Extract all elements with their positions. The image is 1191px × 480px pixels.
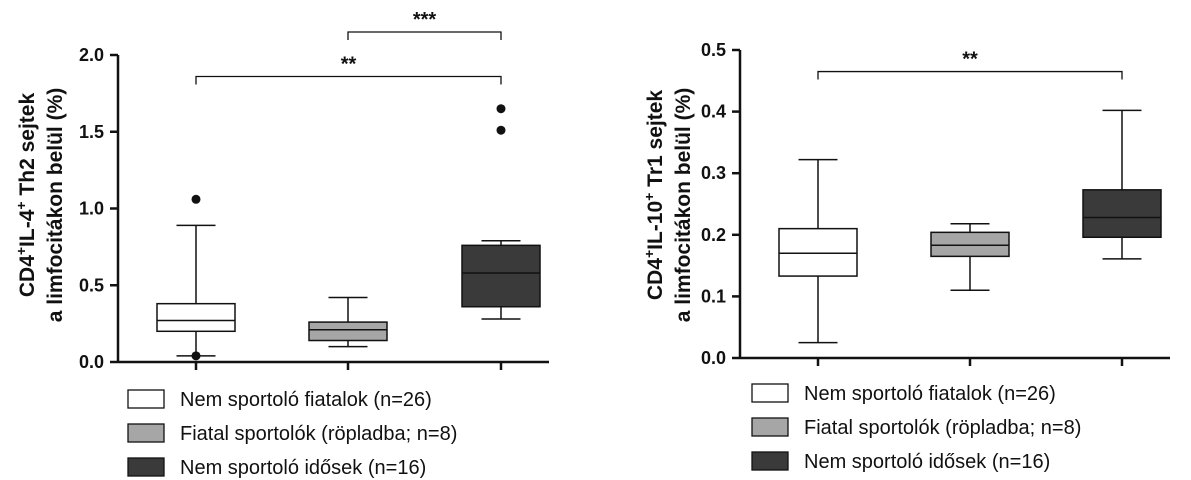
left-ylabel-cd4: CD4 [16,255,39,297]
right-y-tick-label: 0.0 [701,348,726,368]
right-ylabel-cd4: CD4 [644,258,667,300]
legend-entry: Nem sportoló idősek (n=16) [751,451,1050,473]
legend-swatch [127,423,165,443]
right-y-tick-label: 0.1 [701,286,726,306]
right-significance-1: ** [817,49,1123,80]
plots: 0.00.51.01.52.0*****0.00.10.20.30.40.5 ** [79,9,1170,372]
left-significance-2: ** [195,53,502,85]
left-y-tick-label: 1.0 [79,199,104,219]
legend-entry: Fiatal sportolók (röpladba; n=8) [127,423,457,445]
left-box-2 [308,296,388,348]
left-box-1 [156,194,236,361]
iqr-box [156,302,236,333]
left-ylabel-line2: a limfocitákon belül (%) [44,88,67,323]
significance-label: ** [341,53,357,75]
left-chart: 0.00.51.01.52.0***** [79,9,549,372]
right-ylabel-end: Tr1 sejtek [644,90,667,193]
right-ylabel-sup1: + [641,250,657,258]
iqr-box [461,244,541,308]
left-ylabel-sup2: + [13,201,29,209]
legend-swatch [751,383,789,403]
outlier-point [496,104,506,114]
legend-swatch [127,389,165,409]
legend-label: Nem sportoló fiatalok (n=26) [180,389,432,411]
legend-entry: Nem sportoló fiatalok (n=26) [127,389,432,411]
significance-bracket [347,31,502,40]
right-y-axis-title: CD4+IL-10+ Tr1 sejtek a limfocitákon bel… [641,88,695,323]
legend-label: Nem sportoló fiatalok (n=26) [804,383,1056,405]
right-y-tick-label: 0.5 [701,40,726,60]
iqr-box [1082,189,1162,239]
legend-entry: Fiatal sportolók (röpladba; n=8) [751,417,1081,439]
right-ylabel-sup2: + [641,193,657,201]
outlier-point [191,351,201,361]
iqr-box [778,227,858,277]
outlier-point [496,125,506,135]
left-legend: Nem sportoló fiatalok (n=26) Fiatal sport… [127,389,457,479]
right-chart: 0.0 0.1 0.2 0.3 0.4 0.5 ** [701,40,1170,368]
right-box-3 [1082,109,1162,260]
significance-bracket [817,70,1123,80]
left-y-tick-label: 0.0 [79,352,104,372]
right-box-2 [930,222,1010,291]
legend-label: Nem sportoló idősek (n=16) [180,457,426,479]
left-y-tick-label: 2.0 [79,45,104,65]
left-y-tick-label: 0.5 [79,275,104,295]
left-ylabel-end: Th2 sejtek [16,93,39,202]
left-ylabel-sup1: + [13,247,29,255]
legend-label: Nem sportoló idősek (n=16) [804,451,1050,473]
legend-label: Fiatal sportolók (röpladba; n=8) [180,423,457,445]
legend-swatch [751,451,789,471]
left-significance-1: *** [347,9,502,40]
legend-entry: Nem sportoló idősek (n=16) [127,457,426,479]
svg-text:CD4+IL-4+ Th2 sejtek: CD4+IL-4+ Th2 sejtek [13,93,39,298]
legend-label: Fiatal sportolók (röpladba; n=8) [804,417,1081,439]
significance-bracket [195,75,502,85]
iqr-box [308,321,388,342]
left-box-3 [461,104,541,320]
right-y-tick-label: 0.3 [701,163,726,183]
right-ylabel-il10: IL-10 [644,201,667,250]
legend-entry: Nem sportoló fiatalok (n=26) [751,383,1056,405]
significance-label: *** [413,9,437,31]
left-ylabel-il4: IL-4 [16,209,39,247]
right-y-tick-label: 0.2 [701,225,726,245]
left-y-tick-label: 1.5 [79,122,104,142]
iqr-box [930,231,1010,258]
right-y-tick-label: 0.4 [701,102,726,122]
right-legend: Nem sportoló fiatalok (n=26) Fiatal sport… [751,383,1081,473]
outlier-point [191,194,201,204]
legends: Nem sportoló fiatalok (n=26) Fiatal sport… [127,383,1081,479]
left-y-axis-title: CD4+IL-4+ Th2 sejtek a limfocitákon belü… [13,88,67,323]
legend-swatch [127,457,165,477]
significance-label: ** [962,49,978,71]
legend-swatch [751,417,789,437]
right-ylabel-line2: a limfocitákon belül (%) [672,88,695,323]
right-box-1 [778,158,858,344]
svg-text:CD4+IL-10+ Tr1 sejtek: CD4+IL-10+ Tr1 sejtek [641,90,667,300]
